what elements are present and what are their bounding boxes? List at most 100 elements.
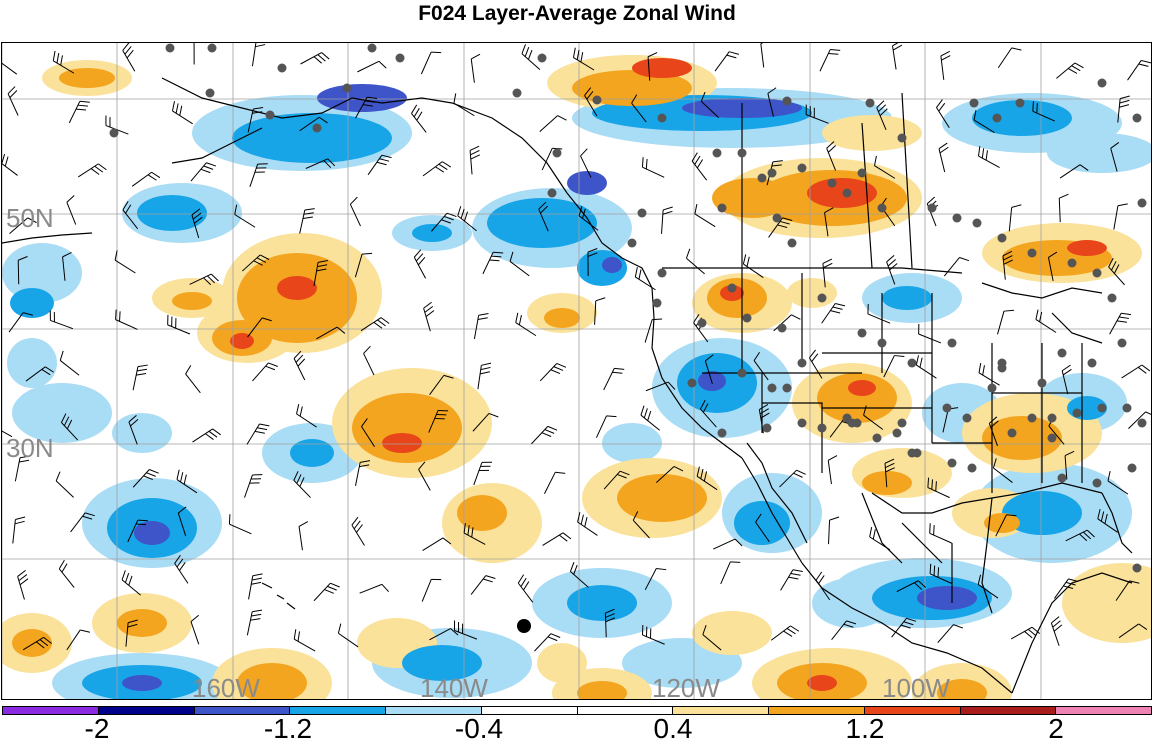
wind-barb-flag bbox=[1120, 100, 1130, 103]
wind-barb-flag bbox=[828, 456, 837, 461]
map-panel: 50N 30N 160W 140W 120W 100W bbox=[1, 42, 1152, 700]
wind-barb-flag bbox=[205, 434, 213, 440]
wind-barb-flag bbox=[80, 630, 90, 632]
wind-barb-staff bbox=[930, 533, 952, 543]
station-marker bbox=[653, 299, 662, 308]
wind-barb-staff bbox=[695, 214, 715, 227]
wind-barb-staff bbox=[544, 472, 555, 493]
station-marker bbox=[898, 419, 907, 428]
wind-barb-flag bbox=[833, 307, 843, 309]
wind-barb-flag bbox=[305, 209, 315, 210]
wind-barb bbox=[294, 629, 315, 651]
station-marker bbox=[1108, 294, 1117, 303]
wind-barb-flag bbox=[1119, 105, 1129, 108]
wind-barb-staff bbox=[979, 156, 1000, 167]
station-marker bbox=[973, 219, 982, 228]
wind-barb-flag bbox=[816, 572, 822, 580]
wind-barb-staff bbox=[543, 533, 563, 546]
wind-barb-flag bbox=[76, 109, 86, 110]
wind-barb-flag bbox=[356, 525, 362, 533]
station-marker bbox=[783, 384, 792, 393]
station-marker bbox=[908, 449, 917, 458]
wind-barb bbox=[50, 310, 73, 328]
wind-barb-staff bbox=[350, 204, 360, 226]
wind-barb-staff bbox=[721, 562, 731, 584]
anomaly-contour bbox=[382, 433, 422, 453]
anomaly-contour bbox=[734, 501, 790, 545]
color-scale-bar bbox=[2, 706, 1152, 715]
wind-barb-flag bbox=[793, 473, 802, 477]
wind-barb-flag bbox=[1054, 625, 1062, 631]
wind-barb bbox=[299, 522, 308, 551]
wind-barb-flag bbox=[1117, 321, 1127, 322]
wind-barb-flag bbox=[1053, 621, 1061, 627]
wind-barb-flag bbox=[181, 472, 183, 482]
wind-barb-flag bbox=[791, 315, 800, 320]
wind-barb bbox=[540, 363, 566, 380]
station-marker bbox=[1093, 269, 1102, 278]
wind-barb-flag bbox=[471, 155, 480, 159]
wind-barb-flag bbox=[209, 431, 217, 437]
anomaly-contour bbox=[412, 224, 452, 242]
wind-barb-flag bbox=[257, 428, 267, 430]
wind-barb bbox=[186, 365, 201, 392]
anomaly-contour bbox=[882, 286, 932, 310]
anomaly-contour bbox=[602, 257, 622, 273]
wind-barb-flag bbox=[920, 358, 922, 368]
wind-barb-flag bbox=[930, 523, 931, 533]
colorbar-segment bbox=[99, 707, 195, 714]
wind-barb bbox=[59, 560, 74, 587]
wind-barb-flag bbox=[414, 108, 419, 117]
wind-barb bbox=[314, 583, 340, 601]
wind-barb bbox=[715, 52, 739, 71]
wind-barb-flag bbox=[123, 43, 129, 50]
wind-barb-flag bbox=[747, 257, 749, 267]
wind-barb-flag bbox=[656, 569, 666, 570]
colorbar-label-neg1-2: -1.2 bbox=[264, 714, 312, 744]
wind-barb-flag bbox=[382, 584, 389, 591]
wind-barb-staff bbox=[2, 161, 18, 175]
wind-barb-flag bbox=[297, 404, 299, 414]
wind-barb bbox=[478, 363, 491, 389]
wind-barb-staff bbox=[249, 576, 253, 600]
wind-barb-flag bbox=[299, 522, 308, 527]
wind-barb-flag bbox=[122, 570, 125, 579]
wind-barb-staff bbox=[69, 101, 80, 123]
wind-barb bbox=[13, 517, 25, 543]
wind-barb-flag bbox=[327, 586, 336, 590]
colorbar-label-2: 2 bbox=[1048, 714, 1064, 744]
coastline-segment bbox=[662, 268, 962, 273]
wind-barb-staff bbox=[781, 570, 793, 591]
wind-barb bbox=[829, 517, 840, 544]
wind-barb-staff bbox=[252, 363, 268, 381]
wind-barb-flag bbox=[941, 56, 950, 61]
wind-barb bbox=[1114, 204, 1128, 230]
station-marker bbox=[658, 269, 667, 278]
wind-barb-staff bbox=[78, 164, 98, 177]
wind-barb bbox=[294, 351, 305, 380]
station-marker bbox=[948, 459, 957, 468]
wind-barb bbox=[979, 363, 1000, 385]
wind-barb-staff bbox=[352, 525, 365, 545]
anomaly-contour bbox=[807, 675, 837, 691]
wind-barb bbox=[474, 462, 492, 485]
lon-label-100w: 100W bbox=[882, 675, 950, 700]
wind-barb-flag bbox=[548, 426, 557, 430]
wind-barb-flag bbox=[819, 575, 825, 583]
wind-barb bbox=[1122, 365, 1150, 378]
wind-barb-flag bbox=[928, 478, 929, 488]
wind-barb-staff bbox=[642, 167, 664, 177]
wind-barb-flag bbox=[56, 472, 60, 481]
wind-barb-staff bbox=[18, 576, 25, 599]
wind-barb bbox=[357, 61, 386, 72]
station-marker bbox=[866, 99, 875, 108]
wind-barb-staff bbox=[168, 325, 190, 334]
wind-barb-staff bbox=[761, 44, 764, 68]
station-marker bbox=[553, 149, 562, 158]
wind-barb-flag bbox=[790, 626, 798, 631]
wind-barb-flag bbox=[116, 310, 117, 320]
wind-barb-flag bbox=[149, 469, 158, 473]
wind-barb-flag bbox=[938, 567, 939, 577]
wind-barb-flag bbox=[573, 48, 575, 58]
wind-barb-staff bbox=[172, 111, 192, 124]
